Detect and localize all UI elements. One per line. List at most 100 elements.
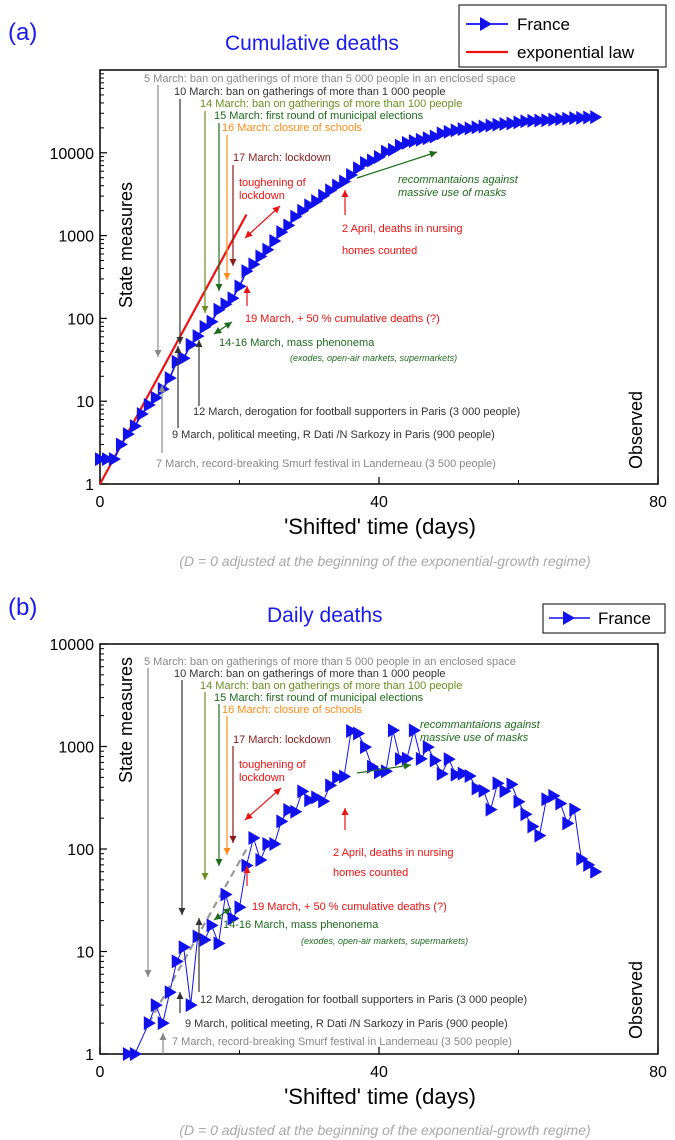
data-point (408, 134, 421, 149)
data-point (129, 419, 142, 434)
data-point (143, 397, 156, 412)
annotation-14-march-a: 14 March: ban on gatherings of more than… (200, 98, 462, 110)
data-point (269, 836, 282, 851)
data-point (506, 777, 519, 792)
data-point (95, 452, 107, 467)
data-point (325, 778, 338, 793)
x-tick-label: 40 (370, 494, 388, 511)
data-point (478, 783, 491, 798)
annotation-7-march-b: 7 March, record-breaking Smurf festival … (172, 1036, 512, 1048)
chart-title-b: Daily deaths (267, 604, 383, 627)
x-tick-label: 80 (649, 494, 667, 511)
data-point (262, 836, 275, 851)
x-tick-label: 80 (649, 1064, 667, 1081)
annotation-5-march-a: 5 March: ban on gatherings of more than … (144, 73, 516, 85)
annotation-19-march-b: 19 March, + 50 % cumulative deaths (?) (252, 901, 447, 913)
data-point (548, 788, 561, 803)
data-point (548, 112, 561, 127)
arrow-masks-b (356, 762, 412, 774)
data-point (513, 794, 526, 809)
annotation-2-april-a: 2 April, deaths in nursing (342, 223, 462, 235)
data-point (422, 131, 435, 146)
data-point (555, 112, 568, 127)
data-point (297, 203, 310, 218)
data-point (339, 174, 352, 189)
annotation-12-march-b: 12 March, derogation for football suppor… (200, 994, 527, 1006)
data-point (499, 784, 512, 799)
data-point (185, 337, 198, 352)
annotation-17-march-a: 17 March: lockdown (233, 152, 331, 164)
annotation-9-march-b: 9 March, political meeting, R Dati /N Sa… (185, 1018, 508, 1030)
data-point (485, 118, 498, 133)
data-point (353, 726, 366, 741)
data-point (241, 264, 254, 279)
data-point (562, 816, 575, 831)
data-point (101, 452, 114, 467)
annotation-masks-a: recommantaions against (398, 174, 519, 186)
panel-b: (b) Daily deaths State measures Observed… (8, 594, 667, 1138)
arrow-toughening-b (244, 787, 282, 821)
annotation-masks-b: recommantaions against (420, 719, 541, 731)
annotation-15-march-b: 15 March: first round of municipal elect… (214, 692, 424, 704)
data-point (541, 792, 554, 807)
data-point (401, 135, 414, 150)
annotation-mass-b: 14-16 March, mass phenonema (223, 919, 379, 931)
data-point (311, 194, 324, 209)
y-tick-label: 10 (76, 945, 94, 962)
data-point (360, 740, 373, 755)
legend-a: France exponential law (458, 4, 667, 68)
annotation-14-march-b: 14 March: ban on gatherings of more than… (200, 680, 462, 692)
data-point (318, 188, 331, 203)
y-tick-label: 1 (85, 1047, 94, 1064)
data-point (450, 767, 463, 782)
data-point (192, 329, 205, 344)
data-point (178, 351, 191, 366)
data-point (576, 110, 589, 125)
panel-label-b: (b) (8, 594, 37, 621)
annotation-5-march-b: 5 March: ban on gatherings of more than … (144, 656, 516, 668)
annotation-10-march-a: 10 March: ban on gatherings of more than… (174, 86, 446, 98)
data-point (171, 954, 184, 969)
data-point (157, 382, 170, 397)
annotation-masks-b-a: massive use of masks (398, 187, 507, 199)
right-label-a: Observed (626, 391, 646, 469)
data-point (408, 723, 421, 738)
data-point (122, 1047, 135, 1061)
data-point (450, 123, 463, 138)
x-axis-label-b: 'Shifted' time (days) (284, 1084, 476, 1109)
legend-france-label-a: France (517, 15, 570, 34)
data-point (283, 803, 296, 818)
data-point (422, 740, 435, 755)
data-point (562, 111, 575, 126)
annotation-toughening-b-b: lockdown (239, 772, 285, 784)
data-point (429, 753, 442, 768)
data-point (213, 936, 226, 951)
annotation-19-march-a: 19 March, + 50 % cumulative deaths (?) (245, 313, 440, 325)
data-point (255, 249, 268, 264)
data-point (576, 851, 589, 866)
annotation-toughening-b: toughening of (239, 759, 307, 771)
data-point (115, 437, 128, 452)
annotation-16-march-b: 16 March: closure of schools (222, 704, 363, 716)
data-point (360, 155, 373, 170)
data-point (164, 985, 177, 1000)
data-point (367, 153, 380, 168)
legend-france-label-b: France (598, 609, 651, 628)
data-point (248, 257, 261, 272)
annotation-mass-b-b: (exodes, open-air markets, supermarkets) (301, 936, 468, 946)
data-point (346, 723, 359, 738)
data-point (387, 723, 400, 738)
data-point (325, 183, 338, 198)
annotation-toughening-b-a: lockdown (239, 190, 285, 202)
annotation-2-april-b-b: homes counted (333, 867, 408, 879)
data-point (520, 807, 533, 822)
data-point (387, 142, 400, 157)
arrow-masks-a (356, 150, 438, 179)
data-point (227, 291, 240, 306)
data-point (569, 111, 582, 126)
data-point (394, 138, 407, 153)
data-point (136, 407, 149, 422)
annotation-7-march-a: 7 March, record-breaking Smurf festival … (156, 458, 496, 470)
data-point (276, 814, 289, 829)
data-point (346, 168, 359, 183)
